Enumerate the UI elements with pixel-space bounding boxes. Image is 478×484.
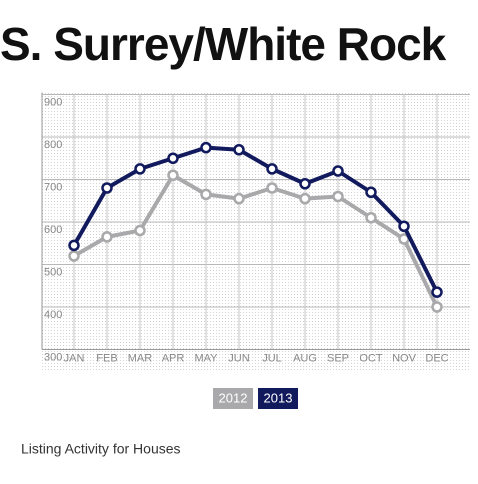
- legend-label: 2012: [219, 390, 248, 405]
- point: [332, 165, 344, 177]
- point: [266, 163, 278, 175]
- x-tick-label: DEC: [425, 352, 448, 364]
- legend-swatch: [213, 388, 253, 409]
- x-tick-label: APR: [162, 352, 185, 364]
- legend-label: 2013: [264, 390, 293, 405]
- plot-background: [40, 92, 470, 370]
- x-tick-label: JAN: [64, 352, 85, 364]
- x-tick-label: JUN: [228, 352, 249, 364]
- point: [365, 186, 377, 198]
- point: [200, 141, 212, 154]
- y-tick-label: 300: [44, 351, 62, 363]
- point: [299, 178, 311, 190]
- x-tick-label: AUG: [293, 352, 317, 364]
- point: [431, 286, 443, 298]
- y-tick-label: 500: [44, 266, 62, 278]
- point: [266, 182, 278, 194]
- point: [68, 239, 80, 252]
- point: [167, 169, 179, 181]
- point: [101, 182, 113, 194]
- point: [134, 163, 146, 175]
- series-line: [72, 145, 439, 294]
- x-tick-label: OCT: [359, 352, 383, 364]
- point: [365, 212, 377, 224]
- y-tick-label: 700: [44, 181, 62, 193]
- caption: Listing Activity for Houses: [21, 441, 181, 457]
- point: [233, 144, 245, 156]
- y-tick-label: 400: [44, 309, 62, 321]
- point: [398, 220, 410, 232]
- point: [332, 190, 344, 203]
- point: [101, 231, 113, 243]
- x-tick-label: SEP: [327, 352, 349, 364]
- chart-title: S. Surrey/White Rock: [0, 18, 447, 70]
- x-tick-label: NOV: [392, 352, 417, 364]
- x-tick-label: MAY: [194, 352, 218, 364]
- y-tick-label: 800: [44, 139, 62, 151]
- point: [233, 192, 245, 205]
- x-tick-label: MAR: [128, 352, 153, 364]
- point: [68, 250, 80, 262]
- point: [167, 152, 179, 164]
- y-tick-label: 600: [44, 224, 62, 236]
- point: [200, 188, 212, 201]
- x-tick-label: JUL: [262, 352, 282, 364]
- y-tick-label: 900: [44, 96, 62, 108]
- point: [431, 301, 443, 313]
- legend-swatch: [258, 388, 298, 409]
- point: [299, 192, 311, 205]
- point: [134, 224, 146, 237]
- x-tick-label: FEB: [96, 352, 117, 364]
